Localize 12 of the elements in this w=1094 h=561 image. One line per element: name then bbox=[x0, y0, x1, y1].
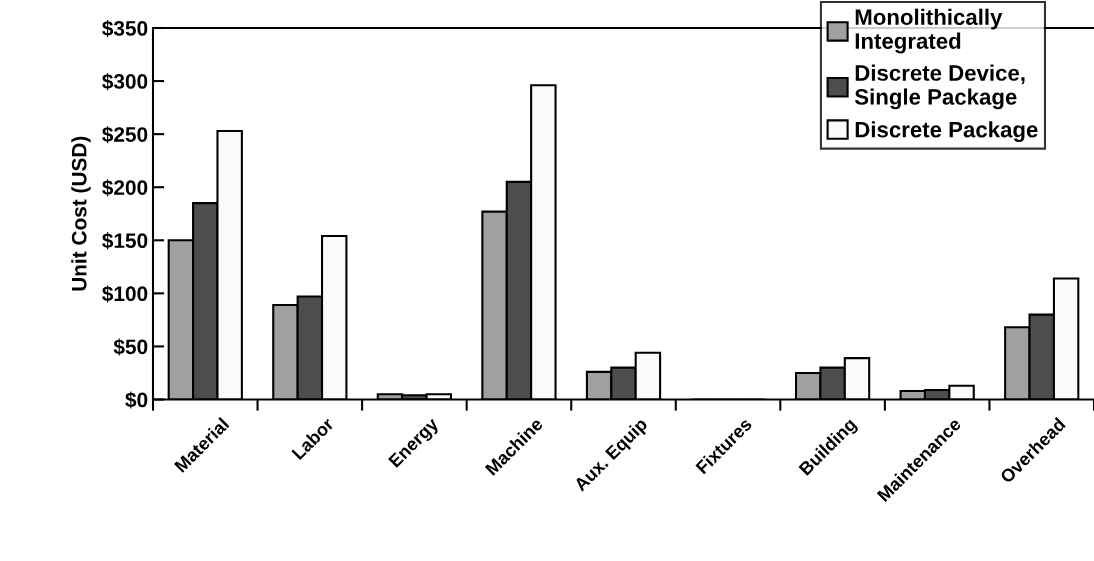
legend-label: Discrete Package bbox=[855, 121, 1038, 142]
y-tick-label: $0 bbox=[125, 391, 148, 409]
y-tick-label: $200 bbox=[102, 179, 148, 197]
y-axis-title: Unit Cost (USD) bbox=[71, 136, 91, 291]
y-tick-label: $350 bbox=[102, 20, 148, 38]
y-tick-label: $250 bbox=[102, 126, 148, 144]
y-tick-label: $50 bbox=[113, 338, 148, 356]
y-tick-label: $300 bbox=[102, 73, 148, 91]
y-tick-label: $100 bbox=[102, 285, 148, 303]
y-tick-label: $150 bbox=[102, 232, 148, 250]
legend-label: Monolithically Integrated bbox=[855, 8, 1003, 54]
legend-label: Discrete Device, Single Package bbox=[854, 64, 1025, 110]
